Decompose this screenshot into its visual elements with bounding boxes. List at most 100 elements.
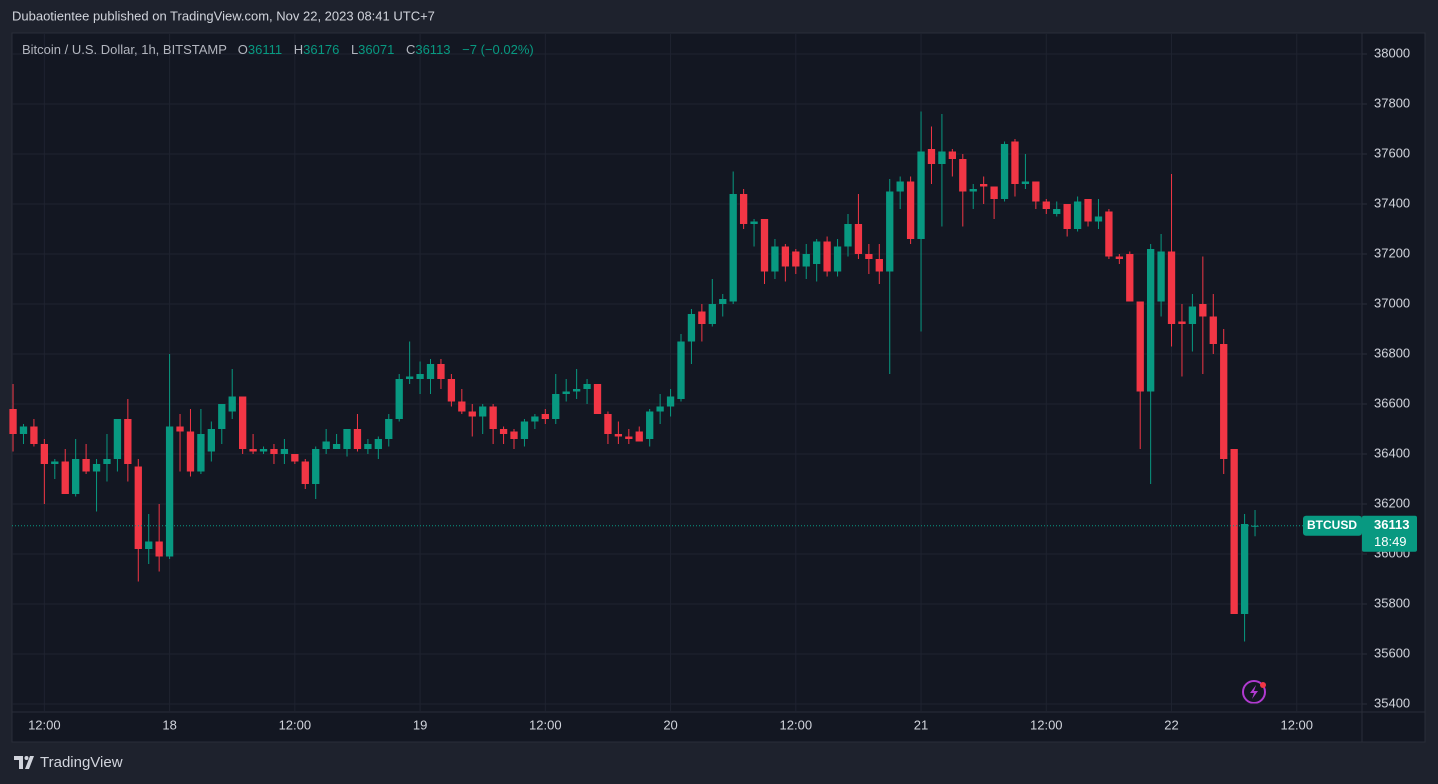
candle-body [896, 181, 904, 192]
x-tick-label: 12:00 [1280, 717, 1313, 732]
candle-body [1167, 251, 1176, 324]
candle-body [19, 426, 28, 434]
candle-body [1147, 249, 1155, 392]
open-value: 36111 [247, 42, 283, 57]
candle-body [781, 246, 790, 267]
candle-body [499, 429, 508, 434]
candle-body [1230, 449, 1238, 614]
close-value: 36113 [415, 42, 451, 57]
candle-body [635, 431, 643, 442]
candle-body [1042, 201, 1050, 209]
candle-body [301, 461, 309, 484]
candle-body [447, 379, 456, 402]
candle-body [186, 431, 195, 472]
candle-body [134, 466, 142, 549]
candle-body [40, 444, 49, 464]
candle-body [656, 406, 664, 412]
candle-body [395, 379, 403, 419]
candle-body [646, 411, 654, 439]
candle-body [416, 374, 424, 379]
candle-body [708, 304, 716, 324]
candle-body [259, 449, 268, 452]
alert-icon[interactable] [1242, 680, 1266, 704]
candle-body [332, 444, 341, 449]
candle-body [437, 364, 445, 379]
x-tick-label: 21 [914, 717, 928, 732]
candle-body [625, 436, 633, 439]
high-value: 36176 [303, 42, 340, 57]
y-tick-label: 36800 [1374, 345, 1410, 360]
candle-body [938, 151, 946, 164]
candle-body [1178, 321, 1186, 324]
candle-body [917, 151, 925, 239]
candle-body [572, 389, 581, 392]
candle-body [552, 394, 560, 419]
candles [9, 111, 1362, 642]
candle-body [103, 459, 111, 464]
tv-logo [14, 756, 34, 769]
candle-body [739, 194, 748, 224]
candle-body [802, 254, 810, 267]
candle-body [990, 186, 998, 199]
ohlc-label: C [405, 42, 416, 57]
candle-body [218, 404, 226, 429]
candle-body [479, 406, 487, 417]
candle-body [374, 439, 382, 449]
candle-body [1084, 199, 1092, 222]
candle-body [1240, 524, 1249, 614]
x-tick-label: 22 [1164, 717, 1178, 732]
candle-body [980, 184, 988, 187]
x-tick-label: 20 [663, 717, 677, 732]
y-tick-label: 36600 [1374, 395, 1410, 410]
candle-body [687, 314, 696, 342]
candle-body [1032, 181, 1040, 202]
y-tick-label: 37400 [1374, 195, 1410, 210]
candle-body [792, 251, 800, 267]
y-tick-label: 35800 [1374, 595, 1410, 610]
candle-body [9, 409, 17, 434]
x-tick-label: 12:00 [279, 717, 312, 732]
low-value: 36071 [358, 42, 395, 57]
candle-body [906, 181, 915, 239]
y-tick-label: 35600 [1374, 645, 1410, 660]
candle-body [405, 376, 414, 379]
candle-body [312, 449, 320, 484]
candle-body [719, 299, 727, 304]
candle-body [343, 429, 351, 449]
candle-body [510, 431, 518, 439]
candle-body [385, 419, 393, 439]
candle-body [593, 384, 602, 414]
candle-body [1136, 301, 1144, 392]
ohlc-label: L [350, 42, 359, 57]
candle-body [666, 396, 675, 407]
candle-body [886, 191, 894, 272]
candle-body [875, 259, 883, 272]
symbol-title: Bitcoin / U.S. Dollar, 1h, BITSTAMP [22, 42, 227, 57]
x-tick-label: 18 [162, 717, 176, 732]
y-tick-label: 37200 [1374, 245, 1410, 260]
candle-body [61, 461, 69, 494]
candle-body [82, 459, 90, 472]
published-note: Dubaotientee published on TradingView.co… [12, 8, 435, 23]
candle-body [489, 406, 497, 429]
candle-body [520, 421, 529, 439]
candle-body [1011, 141, 1019, 184]
candle-body [30, 426, 38, 444]
candle-body [1053, 209, 1061, 214]
candle-body [426, 364, 435, 379]
candle-body [813, 241, 821, 264]
candle-body [155, 541, 163, 557]
y-tick-label: 37600 [1374, 145, 1410, 160]
candle-body [51, 461, 59, 464]
y-tick-label: 37800 [1374, 95, 1410, 110]
candle-body [760, 219, 769, 272]
candle-body [948, 151, 957, 159]
candle-body [124, 419, 132, 464]
candle-body [1094, 216, 1103, 222]
candle-body [959, 159, 967, 192]
candle-body [865, 254, 873, 259]
legend: Bitcoin / U.S. Dollar, 1h, BITSTAMP O361… [22, 42, 534, 57]
candle-body [228, 396, 236, 412]
candle-body [72, 459, 80, 494]
